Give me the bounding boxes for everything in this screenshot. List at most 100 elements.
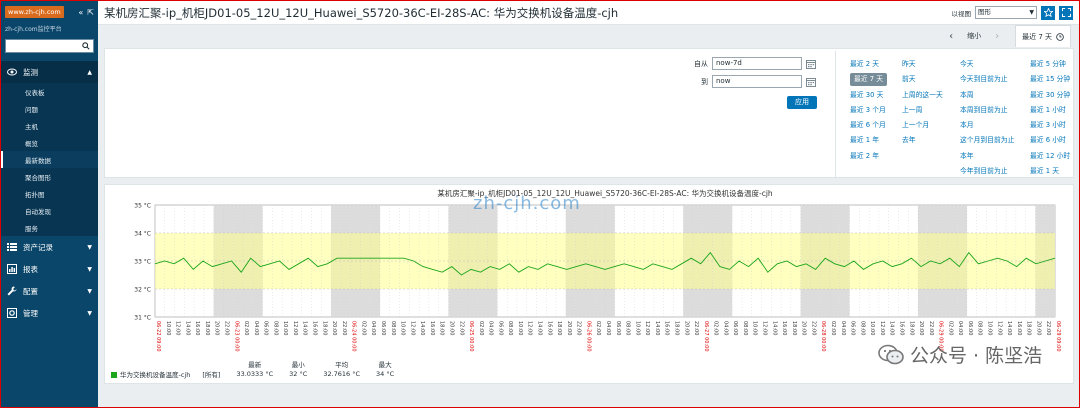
quick-range-link[interactable]: 最近 2 天	[850, 60, 880, 68]
search-icon[interactable]	[82, 42, 90, 50]
logo[interactable]: www.zh-cjh.com	[5, 6, 64, 18]
collapse-sidebar-icon[interactable]: «	[78, 7, 84, 17]
from-input[interactable]: now-7d	[712, 57, 802, 70]
x-tick-label: 08:00	[742, 321, 748, 335]
x-tick-label: 16:00	[664, 321, 670, 335]
x-tick-label: 14:00	[537, 321, 543, 335]
submenu-item-dashboard[interactable]: 仪表板	[25, 88, 45, 97]
next-period-icon[interactable]: ›	[995, 30, 1000, 42]
submenu-item-screens[interactable]: 聚合图形	[25, 173, 51, 182]
search-input[interactable]	[5, 39, 94, 53]
quick-range-link[interactable]: 最近 30 天	[850, 90, 884, 99]
sidebar-header: www.zh-cjh.com « ⇱	[1, 1, 98, 23]
x-tick-label: 10:00	[869, 321, 875, 335]
chevron-down-icon: ▼	[87, 243, 92, 251]
quick-range-link[interactable]: 今天到目前为止	[960, 75, 1008, 84]
x-tick-label: 06:00	[732, 321, 738, 335]
quick-range-link[interactable]: 最近 7 天	[850, 73, 888, 87]
quick-range-link[interactable]: 最近 1 年	[850, 136, 880, 145]
menu-item-label: 报表	[23, 264, 38, 274]
legend-last-value: 33.0333 °C	[236, 370, 274, 378]
quick-range-link[interactable]: 本年	[960, 151, 974, 160]
calendar-icon[interactable]	[806, 59, 816, 69]
quick-range-item: 最近 2 天	[850, 57, 887, 72]
x-tick-label: 04:00	[253, 321, 259, 335]
quick-range-link[interactable]: 最近 5 分钟	[1030, 60, 1066, 68]
quick-range-link[interactable]: 最近 1 天	[1030, 167, 1060, 176]
quick-range-link[interactable]: 本周到目前为止	[960, 105, 1008, 114]
time-filter-tab[interactable]: 最近 7 天	[1015, 25, 1071, 47]
quick-range-link[interactable]: 上周的这一天	[902, 90, 943, 99]
view-select-value: 图形	[978, 8, 991, 16]
menu-item-administration[interactable]: 管理 ▼	[1, 302, 98, 324]
x-tick-label: 18:00	[791, 321, 797, 335]
x-tick-label: 06-25 00:00	[468, 321, 474, 352]
quick-range-item: 最近 30 天	[850, 88, 887, 103]
quick-range-link[interactable]: 上一个月	[902, 121, 930, 130]
zoom-out-button[interactable]: 缩小	[967, 32, 982, 40]
chevron-down-icon: ▼	[1029, 9, 1034, 16]
list-icon	[7, 243, 17, 251]
temperature-graph[interactable]: 某机房汇聚-ip_机柜JD01-05_12U_12U_Huawei_S5720-…	[105, 185, 1075, 385]
x-tick-label: 10:00	[282, 321, 288, 335]
x-tick-label: 20:00	[331, 321, 337, 335]
submenu-item-overview[interactable]: 概览	[25, 139, 38, 148]
quick-range-link[interactable]: 最近 15 分钟	[1030, 75, 1071, 84]
quick-range-link[interactable]: 上一周	[902, 105, 923, 114]
quick-range-link[interactable]: 本周	[960, 90, 974, 99]
quick-range-link[interactable]: 最近 1 小时	[1030, 105, 1066, 114]
x-tick-label: 12:00	[175, 321, 181, 335]
quick-range-link[interactable]: 最近 3 个月	[850, 105, 886, 114]
legend-min: 最小 32 °C	[289, 361, 307, 379]
menu-item-inventory[interactable]: 资产记录 ▼	[1, 236, 98, 258]
calendar-icon[interactable]	[806, 77, 816, 87]
prev-period-icon[interactable]: ‹	[949, 30, 954, 42]
x-tick-label: 14:00	[184, 321, 190, 335]
quick-range-link[interactable]: 去年	[902, 136, 916, 145]
kiosk-mode-icon[interactable]: ⇱	[87, 7, 94, 17]
quick-range-item: 本月	[960, 118, 1014, 133]
time-navbar: ‹ 缩小 › 最近 7 天	[98, 25, 1079, 47]
fullscreen-button[interactable]	[1059, 5, 1073, 20]
x-tick-label: 08:00	[390, 321, 396, 335]
quick-range-link[interactable]: 最近 30 分钟	[1030, 90, 1071, 99]
quick-range-link[interactable]: 这个月到目前为止	[960, 136, 1015, 145]
x-tick-label: 18:00	[673, 321, 679, 335]
quick-range-item: 最近 1 天	[1030, 164, 1070, 179]
menu-item-monitoring[interactable]: 监测 ▲	[1, 61, 98, 83]
x-tick-label: 06:00	[615, 321, 621, 335]
quick-range-item: 最近 5 分钟	[1030, 57, 1070, 72]
quick-range-link[interactable]: 最近 2 年	[850, 151, 880, 160]
quick-range-link[interactable]: 今年到目前为止	[960, 167, 1008, 176]
time-filter-tab-label: 最近 7 天	[1022, 32, 1052, 41]
series-line[interactable]	[154, 251, 1056, 276]
x-tick-label: 18:00	[204, 321, 210, 335]
submenu-item-latest-data[interactable]: 最新数据	[1, 151, 98, 168]
to-input[interactable]: now	[712, 75, 802, 88]
submenu-item-problems[interactable]: 问题	[25, 105, 38, 114]
view-select[interactable]: 图形 ▼	[975, 6, 1037, 19]
quick-range-link[interactable]: 前天	[902, 75, 916, 84]
submenu-item-discovery[interactable]: 自动发现	[25, 207, 51, 216]
favorite-button[interactable]	[1041, 5, 1055, 20]
quick-range-link[interactable]: 今天	[960, 60, 974, 68]
quick-range-item: 最近 1 小时	[1030, 103, 1070, 118]
quick-range-link[interactable]: 最近 12 小时	[1030, 151, 1071, 160]
quick-range-link[interactable]: 最近 6 小时	[1030, 136, 1066, 145]
x-tick-label: 18:00	[908, 321, 914, 335]
menu-item-reports[interactable]: 报表 ▼	[1, 258, 98, 280]
submenu-item-services[interactable]: 服务	[25, 224, 38, 233]
apply-button[interactable]: 应用	[787, 96, 817, 109]
menu-item-label: 资产记录	[23, 242, 53, 252]
menu-item-configuration[interactable]: 配置 ▼	[1, 280, 98, 302]
quick-range-link[interactable]: 最近 3 小时	[1030, 121, 1066, 130]
x-tick-label: 16:00	[546, 321, 552, 335]
quick-range-link[interactable]: 本月	[960, 121, 974, 130]
quick-range-link[interactable]: 最近 6 个月	[850, 121, 886, 130]
submenu-item-maps[interactable]: 拓扑图	[25, 190, 45, 199]
quick-range-link[interactable]: 昨天	[902, 60, 916, 68]
x-tick-label: 18:00	[556, 321, 562, 335]
x-tick-label: 02:00	[947, 321, 953, 335]
submenu-item-hosts[interactable]: 主机	[25, 122, 38, 131]
x-tick-label: 18:00	[321, 321, 327, 335]
